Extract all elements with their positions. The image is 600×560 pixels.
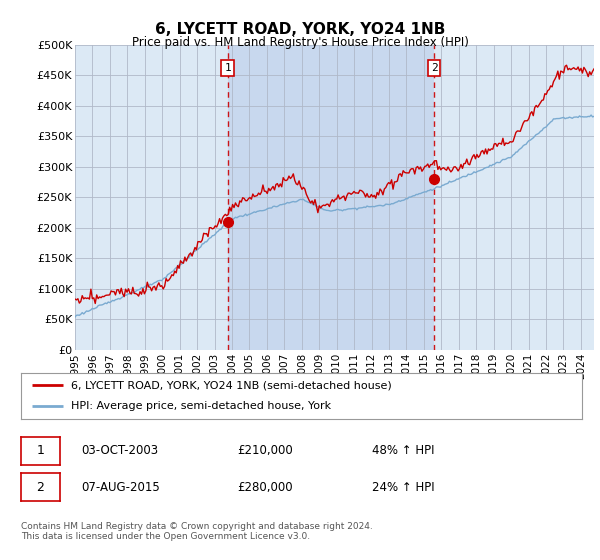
Text: 6, LYCETT ROAD, YORK, YO24 1NB: 6, LYCETT ROAD, YORK, YO24 1NB	[155, 22, 445, 38]
Text: £210,000: £210,000	[237, 444, 293, 458]
Text: 07-AUG-2015: 07-AUG-2015	[81, 480, 160, 494]
Text: 24% ↑ HPI: 24% ↑ HPI	[372, 480, 434, 494]
Text: 6, LYCETT ROAD, YORK, YO24 1NB (semi-detached house): 6, LYCETT ROAD, YORK, YO24 1NB (semi-det…	[71, 380, 392, 390]
Bar	[227, 45, 434, 350]
Text: 48% ↑ HPI: 48% ↑ HPI	[372, 444, 434, 458]
Text: HPI: Average price, semi-detached house, York: HPI: Average price, semi-detached house,…	[71, 402, 332, 412]
Text: 2: 2	[37, 480, 44, 494]
Text: £280,000: £280,000	[237, 480, 293, 494]
Text: 1: 1	[37, 444, 44, 458]
Text: 03-OCT-2003: 03-OCT-2003	[81, 444, 158, 458]
Text: 1: 1	[224, 63, 231, 73]
Text: Contains HM Land Registry data © Crown copyright and database right 2024.
This d: Contains HM Land Registry data © Crown c…	[21, 522, 373, 542]
Text: Price paid vs. HM Land Registry's House Price Index (HPI): Price paid vs. HM Land Registry's House …	[131, 36, 469, 49]
Text: 2: 2	[431, 63, 437, 73]
